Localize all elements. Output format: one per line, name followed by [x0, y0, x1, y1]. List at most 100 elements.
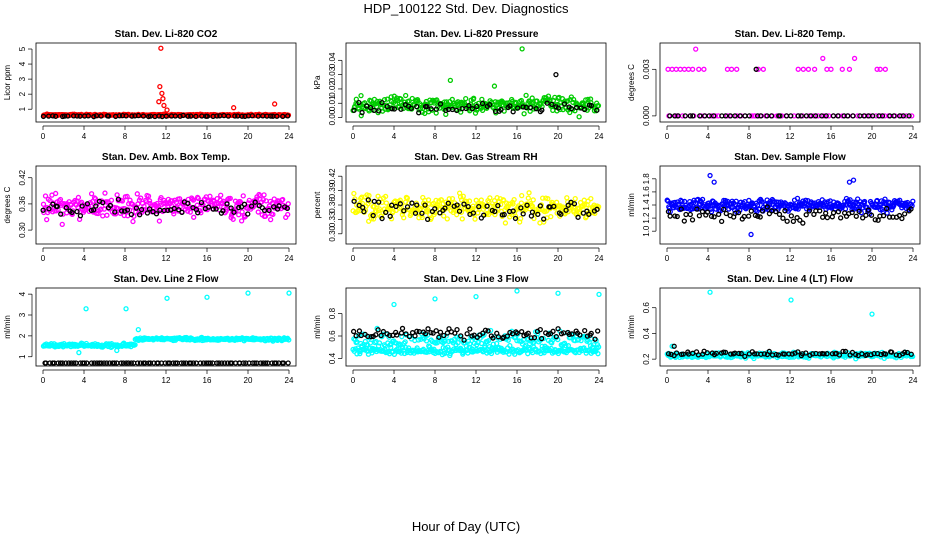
data-point	[204, 113, 210, 119]
data-point	[124, 193, 130, 200]
data-point	[353, 96, 359, 102]
data-point	[75, 194, 82, 201]
data-point	[473, 293, 479, 300]
x-tick-label: 20	[244, 254, 253, 263]
data-point	[512, 215, 519, 222]
data-point	[280, 196, 286, 203]
data-point	[276, 203, 282, 209]
data-point	[401, 215, 407, 221]
data-point	[210, 206, 216, 212]
data-point	[158, 195, 164, 201]
data-point	[454, 107, 460, 114]
data-point	[788, 297, 794, 303]
data-point	[794, 195, 801, 202]
data-point	[63, 205, 69, 211]
y-axis: 0.000.010.020.030.04	[328, 52, 343, 125]
x-tick-label: 24	[285, 376, 294, 385]
y-tick-label: 2	[18, 91, 27, 96]
data-point	[569, 331, 575, 337]
data-point	[61, 113, 68, 119]
data-point	[205, 204, 212, 210]
data-point	[584, 333, 591, 339]
data-point	[423, 338, 430, 344]
data-point	[868, 212, 875, 218]
data-point	[351, 190, 357, 197]
series-points	[42, 360, 291, 366]
data-point	[183, 360, 189, 366]
data-point	[77, 213, 84, 219]
data-point	[550, 328, 556, 334]
data-point	[105, 113, 112, 119]
data-point	[669, 343, 675, 349]
data-point	[563, 343, 569, 349]
data-point	[403, 331, 409, 337]
data-point	[745, 213, 752, 219]
data-point	[753, 66, 759, 72]
data-point	[873, 204, 879, 210]
data-point	[835, 209, 842, 215]
data-point	[112, 209, 118, 215]
data-point	[558, 211, 564, 217]
data-point	[91, 207, 97, 213]
chart-panel: Stan. Dev. Li-820 Temp. degrees C 0 4 8 12 16 2…	[627, 29, 921, 141]
data-point	[520, 211, 526, 217]
data-point	[672, 213, 678, 219]
data-point	[53, 113, 59, 119]
x-tick-label: 8	[433, 254, 438, 263]
data-point	[693, 46, 699, 52]
series-points	[665, 46, 915, 119]
x-tick-label: 8	[747, 376, 752, 385]
data-point	[674, 213, 680, 220]
panel-title: Stan. Dev. Line 2 Flow	[114, 274, 219, 285]
y-axis-label: ml/min	[313, 315, 322, 339]
data-point	[501, 211, 507, 218]
data-point	[358, 113, 364, 119]
data-point	[882, 351, 889, 357]
data-point	[58, 211, 64, 217]
data-point	[697, 113, 703, 119]
data-point	[585, 96, 591, 103]
data-point	[813, 113, 819, 119]
data-point	[359, 109, 365, 116]
data-point	[746, 197, 752, 204]
data-point	[755, 213, 761, 219]
data-point	[157, 83, 163, 90]
data-point	[146, 198, 153, 204]
data-point	[44, 216, 50, 223]
data-point	[171, 211, 177, 217]
y-axis: 1 2 3 4 5	[18, 46, 33, 111]
panel-title: Stan. Dev. Amb. Box Temp.	[102, 152, 230, 163]
data-point	[286, 337, 292, 343]
data-point	[680, 351, 686, 357]
data-point	[689, 66, 696, 72]
y-tick-label: 3	[18, 312, 27, 317]
data-point	[370, 212, 376, 219]
data-point	[795, 66, 801, 72]
x-tick-label: 4	[82, 254, 87, 263]
data-point	[576, 114, 582, 120]
data-point	[40, 207, 46, 213]
data-point	[764, 204, 770, 210]
data-point	[144, 210, 151, 216]
data-point	[568, 105, 575, 112]
data-point	[883, 205, 890, 212]
data-point	[285, 211, 291, 218]
data-point	[681, 66, 688, 72]
data-point	[360, 204, 366, 211]
data-point	[526, 190, 532, 196]
data-point	[171, 205, 177, 212]
data-point	[723, 210, 729, 217]
data-point	[433, 328, 439, 334]
chart-panel: Stan. Dev. Amb. Box Temp. degrees C 0 4 8 12 1…	[3, 152, 297, 263]
data-point	[481, 212, 487, 218]
data-point	[114, 347, 120, 354]
data-point	[572, 195, 578, 202]
x-tick-label: 16	[827, 254, 836, 263]
data-point	[824, 215, 830, 221]
data-point	[545, 196, 551, 202]
series-points	[351, 71, 600, 116]
data-point	[146, 206, 153, 212]
data-point	[565, 202, 571, 208]
y-axis-label: ml/min	[3, 315, 12, 339]
data-point	[260, 197, 267, 203]
